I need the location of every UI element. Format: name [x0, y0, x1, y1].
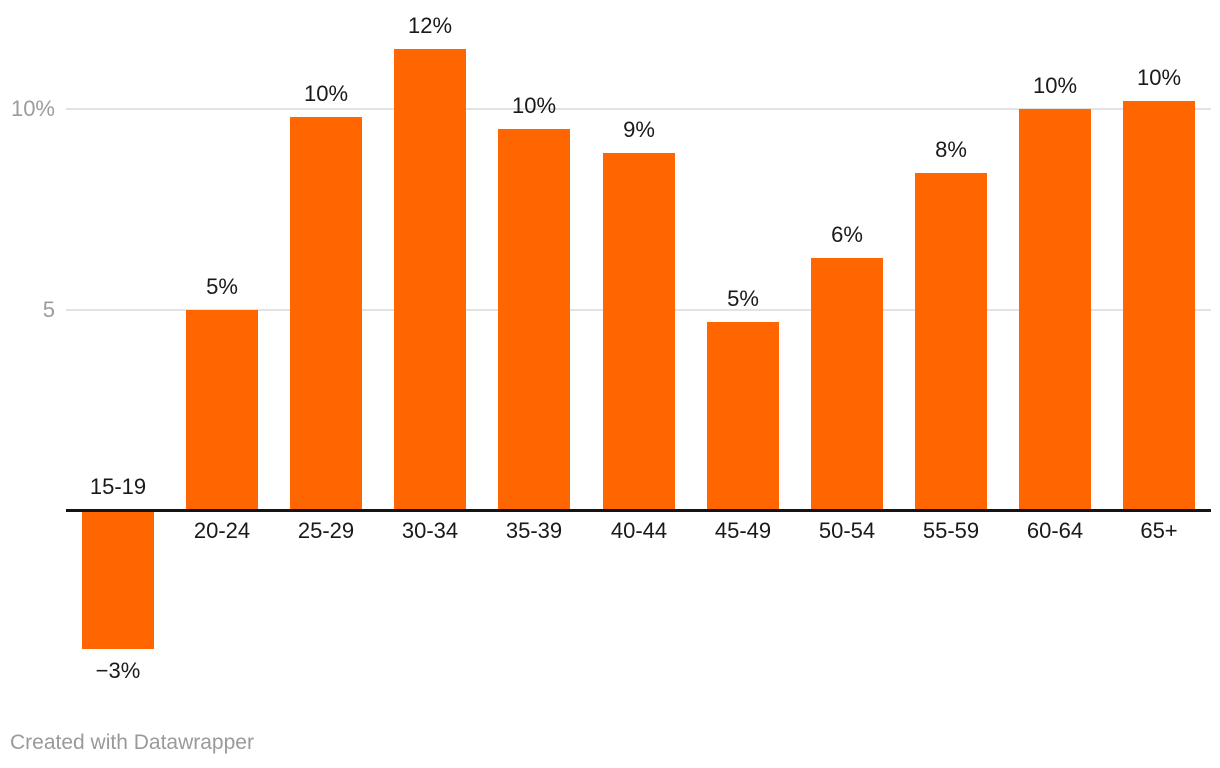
x-axis-label: 30-34	[401, 518, 459, 543]
bar	[915, 173, 987, 511]
x-axis-label: 50-54	[818, 518, 876, 543]
bar	[498, 129, 570, 511]
y-axis-tick-label: 10%	[10, 96, 55, 121]
bar-value-label: 12%	[407, 13, 453, 38]
bar-value-label: 8%	[935, 137, 967, 162]
bar-value-label: 5%	[727, 286, 759, 311]
x-axis-label: 65+	[1140, 518, 1178, 543]
bar-value-label: 6%	[831, 222, 863, 247]
bar	[186, 310, 258, 511]
bar-value-label: 10%	[303, 81, 349, 106]
bar-value-label: −3%	[95, 658, 141, 683]
bar	[82, 512, 154, 649]
bar	[603, 153, 675, 511]
datawrapper-credit-link[interactable]: Created with Datawrapper	[10, 731, 254, 754]
bar	[1019, 109, 1091, 511]
x-axis-label: 60-64	[1026, 518, 1084, 543]
bar-value-label: 10%	[1136, 65, 1182, 90]
x-axis-label: 20-24	[193, 518, 251, 543]
bar	[707, 322, 779, 511]
x-axis-label: 40-44	[610, 518, 668, 543]
bar	[1123, 101, 1195, 511]
bar	[290, 117, 362, 511]
bar-value-label: 10%	[1032, 73, 1078, 98]
x-axis-label: 25-29	[297, 518, 355, 543]
bar-value-label: 5%	[206, 274, 238, 299]
x-axis-baseline	[66, 509, 1211, 512]
y-axis-tick-label: 5	[42, 297, 55, 322]
gridline	[66, 108, 1211, 110]
bar	[394, 49, 466, 511]
bar-value-label: 10%	[511, 93, 557, 118]
bar-value-label: 9%	[623, 117, 655, 142]
x-axis-label: 35-39	[505, 518, 563, 543]
bar	[811, 258, 883, 511]
x-axis-label: 55-59	[922, 518, 980, 543]
x-axis-label: 45-49	[714, 518, 772, 543]
x-axis-label: 15-19	[89, 474, 147, 499]
